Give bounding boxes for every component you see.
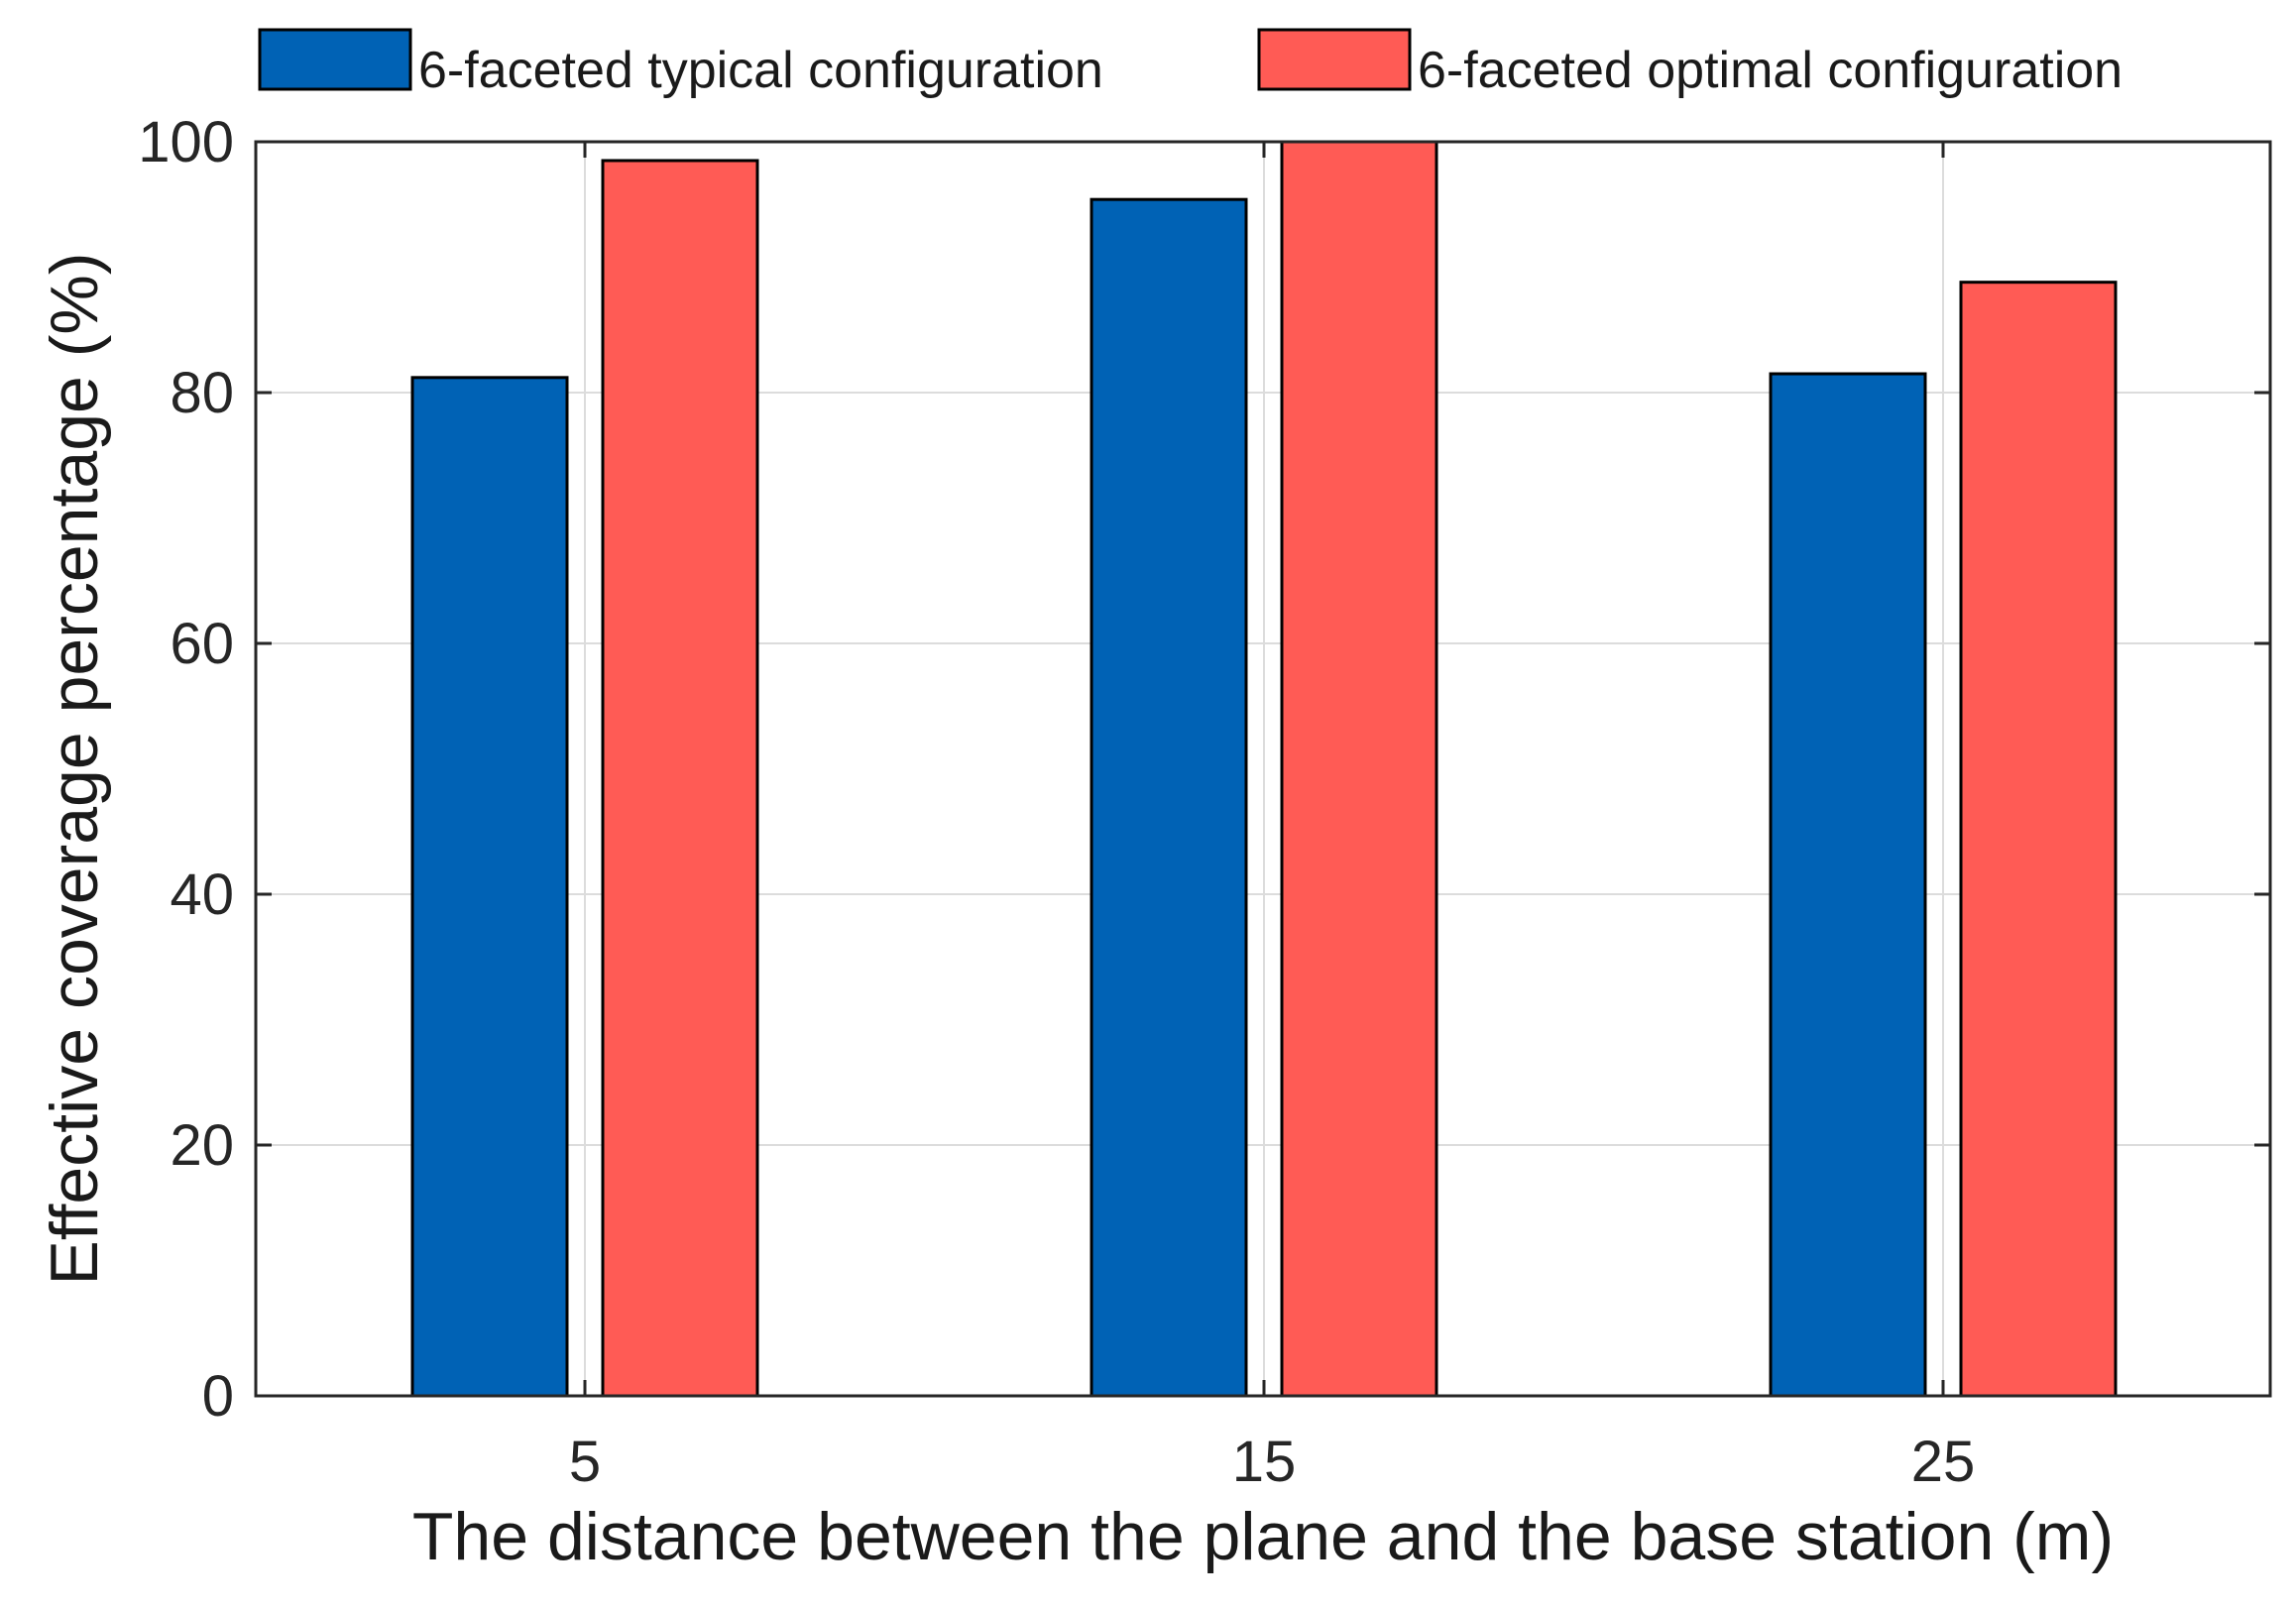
y-tick-label: 60 [170, 612, 234, 676]
x-tick-label: 5 [569, 1430, 601, 1494]
axis-ticks: 0 20 40 60 80 100 5 15 25 [138, 110, 2270, 1494]
legend: 6-faceted typical configuration 6-faceted… [258, 28, 2123, 99]
y-tick-label: 0 [202, 1364, 234, 1429]
bar-typical-15 [1090, 197, 1248, 1398]
y-tick-label: 100 [138, 110, 234, 174]
x-axis-title: The distance between the plane and the b… [412, 1499, 2114, 1574]
bars [410, 140, 2118, 1398]
bar-typical-25 [1769, 372, 1927, 1398]
legend-label: 6-faceted typical configuration [418, 42, 1103, 99]
legend-swatch [258, 28, 412, 91]
y-axis-title: Effective coverage percentage (%) [37, 253, 112, 1286]
bar-optimal-25 [1959, 281, 2118, 1398]
bar-optimal-5 [601, 159, 759, 1398]
y-tick-label: 40 [170, 862, 234, 927]
legend-label: 6-faceted optimal configuration [1418, 42, 2123, 99]
x-tick-label: 25 [1911, 1430, 1976, 1494]
x-tick-label: 15 [1232, 1430, 1297, 1494]
y-tick-label: 20 [170, 1113, 234, 1178]
y-tick-label: 80 [170, 361, 234, 425]
bar-typical-5 [410, 376, 569, 1398]
legend-swatch [1257, 28, 1412, 91]
bar-optimal-15 [1280, 140, 1438, 1398]
